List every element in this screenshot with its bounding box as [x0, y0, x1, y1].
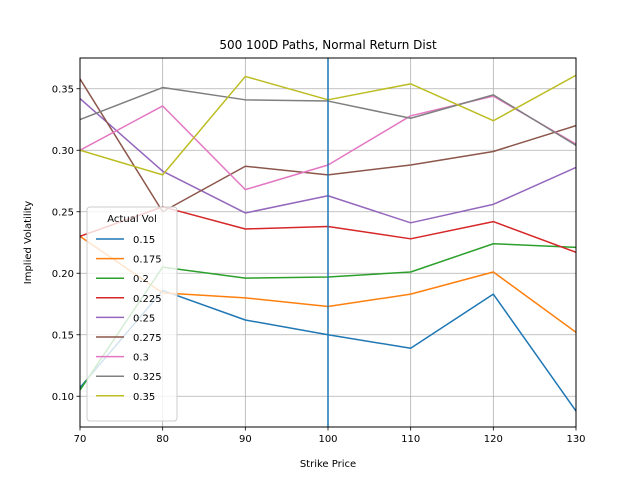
legend-entry: 0.275 — [133, 333, 162, 344]
y-tick-label: 0.30 — [52, 146, 74, 157]
x-tick-label: 90 — [239, 434, 252, 445]
y-tick-label: 0.20 — [52, 269, 74, 280]
y-tick-label: 0.25 — [52, 207, 74, 218]
x-tick-label: 70 — [74, 434, 87, 445]
chart-title: 500 100D Paths, Normal Return Dist — [219, 38, 437, 52]
legend-entry: 0.2 — [133, 274, 149, 285]
legend-entry: 0.3 — [133, 353, 149, 364]
y-tick-label: 0.35 — [52, 84, 74, 95]
legend-entry: 0.225 — [133, 294, 162, 305]
legend-entry: 0.175 — [133, 255, 162, 266]
x-tick-label: 110 — [401, 434, 420, 445]
legend-entry: 0.25 — [133, 313, 155, 324]
y-axis-label: Implied Volatility — [23, 201, 34, 285]
legend-entry: 0.35 — [133, 392, 155, 403]
x-axis-label: Strike Price — [300, 459, 356, 470]
x-tick-label: 80 — [156, 434, 169, 445]
x-tick-label: 120 — [484, 434, 503, 445]
legend-entry: 0.325 — [133, 372, 162, 383]
x-tick-label: 100 — [318, 434, 337, 445]
legend-entry: 0.15 — [133, 235, 155, 246]
legend-box — [86, 206, 178, 422]
legend-title: Actual Vol — [107, 214, 156, 225]
y-tick-label: 0.10 — [52, 392, 74, 403]
x-tick-label: 130 — [566, 434, 585, 445]
axis-ticks: 70 80 90 100 110 120 130 0.10 0.15 0.20 0.25 0.30 0.… — [52, 84, 586, 445]
y-tick-label: 0.15 — [52, 330, 74, 341]
legend: Actual Vol 0.15 0.175 0.2 0.225 0.25 0.275 0.3 0… — [86, 206, 178, 422]
